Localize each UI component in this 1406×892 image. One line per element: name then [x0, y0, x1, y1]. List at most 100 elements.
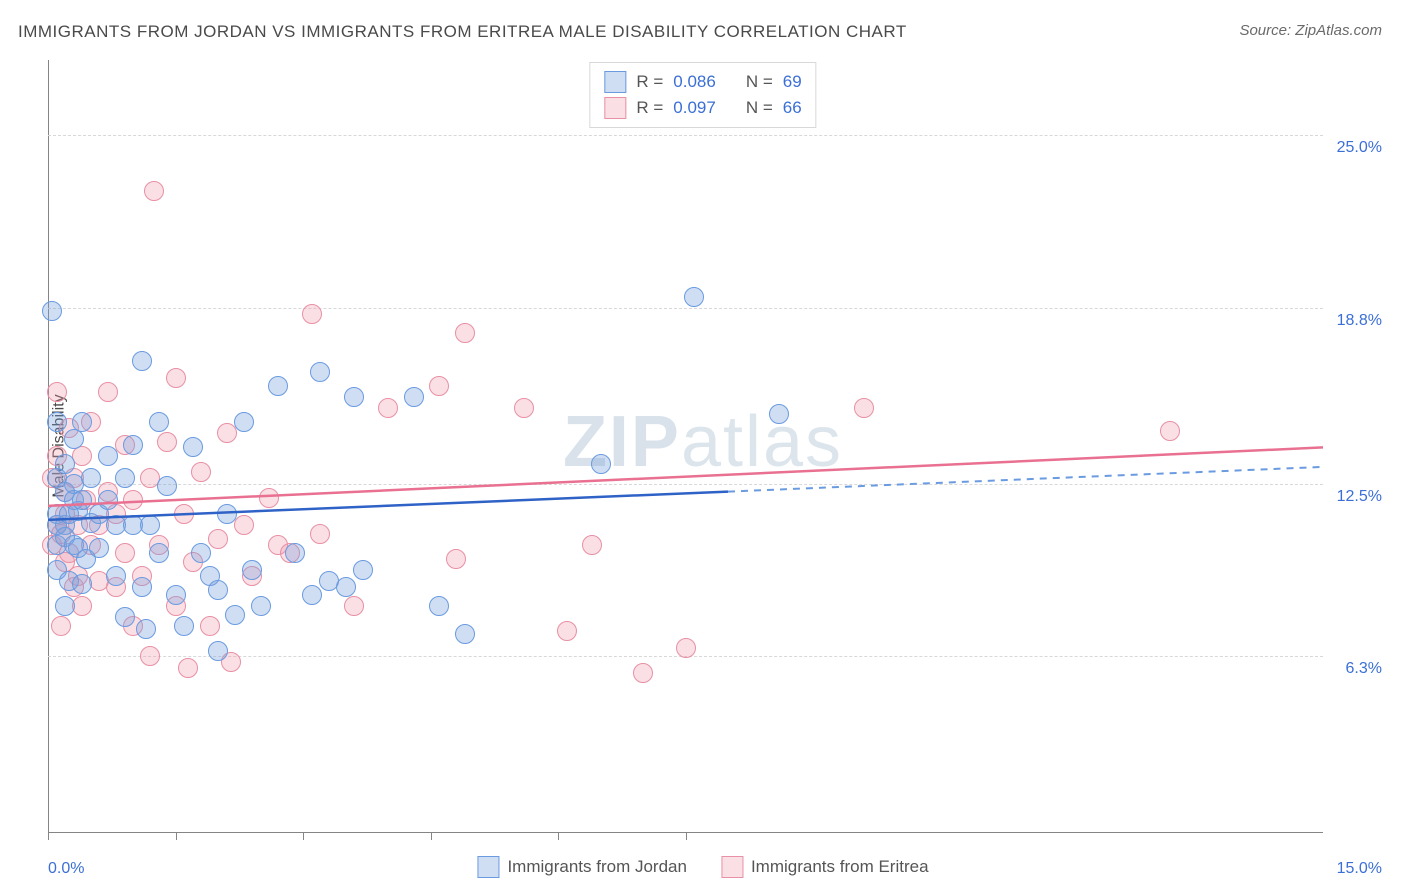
- data-point-jordan: [55, 596, 75, 616]
- data-point-eritrea: [514, 398, 534, 418]
- trend-lines: [0, 0, 1406, 892]
- x-tick: [431, 832, 432, 840]
- data-point-jordan: [132, 577, 152, 597]
- data-point-jordan: [98, 446, 118, 466]
- legend-swatch-eritrea: [604, 97, 626, 119]
- data-point-jordan: [47, 412, 67, 432]
- data-point-jordan: [64, 429, 84, 449]
- data-point-jordan: [115, 468, 135, 488]
- data-point-eritrea: [47, 382, 67, 402]
- data-point-eritrea: [234, 515, 254, 535]
- data-point-jordan: [98, 490, 118, 510]
- data-point-jordan: [455, 624, 475, 644]
- data-point-jordan: [353, 560, 373, 580]
- data-point-jordan: [769, 404, 789, 424]
- data-point-eritrea: [140, 646, 160, 666]
- data-point-jordan: [251, 596, 271, 616]
- data-point-eritrea: [854, 398, 874, 418]
- data-point-jordan: [149, 412, 169, 432]
- legend-item-eritrea: Immigrants from Eritrea: [721, 856, 929, 878]
- data-point-jordan: [208, 641, 228, 661]
- data-point-jordan: [217, 504, 237, 524]
- data-point-eritrea: [1160, 421, 1180, 441]
- data-point-eritrea: [178, 658, 198, 678]
- data-point-eritrea: [115, 543, 135, 563]
- data-point-jordan: [157, 476, 177, 496]
- data-point-jordan: [225, 605, 245, 625]
- data-point-jordan: [81, 468, 101, 488]
- legend-swatch-jordan: [477, 856, 499, 878]
- data-point-jordan: [234, 412, 254, 432]
- data-point-eritrea: [557, 621, 577, 641]
- data-point-eritrea: [676, 638, 696, 658]
- data-point-jordan: [166, 585, 186, 605]
- legend-row-jordan: R = 0.086 N = 69: [604, 69, 801, 95]
- data-point-jordan: [344, 387, 364, 407]
- x-tick: [558, 832, 559, 840]
- data-point-eritrea: [51, 616, 71, 636]
- data-point-eritrea: [429, 376, 449, 396]
- data-point-eritrea: [123, 490, 143, 510]
- legend-swatch-eritrea: [721, 856, 743, 878]
- gridline: [48, 135, 1323, 136]
- y-tick-label: 6.3%: [1346, 660, 1382, 678]
- correlation-legend: R = 0.086 N = 69 R = 0.097 N = 66: [589, 62, 816, 128]
- data-point-eritrea: [174, 504, 194, 524]
- legend-row-eritrea: R = 0.097 N = 66: [604, 95, 801, 121]
- x-tick: [303, 832, 304, 840]
- data-point-jordan: [132, 351, 152, 371]
- data-point-eritrea: [455, 323, 475, 343]
- data-point-jordan: [106, 566, 126, 586]
- x-axis-min-label: 0.0%: [48, 860, 84, 878]
- data-point-jordan: [149, 543, 169, 563]
- data-point-eritrea: [310, 524, 330, 544]
- legend-swatch-jordan: [604, 71, 626, 93]
- y-tick-label: 12.5%: [1337, 488, 1382, 506]
- legend-item-jordan: Immigrants from Jordan: [477, 856, 687, 878]
- data-point-jordan: [302, 585, 322, 605]
- data-point-eritrea: [217, 423, 237, 443]
- data-point-jordan: [183, 437, 203, 457]
- data-point-jordan: [404, 387, 424, 407]
- data-point-eritrea: [633, 663, 653, 683]
- data-point-jordan: [72, 574, 92, 594]
- data-point-eritrea: [157, 432, 177, 452]
- data-point-eritrea: [72, 596, 92, 616]
- data-point-jordan: [242, 560, 262, 580]
- data-point-jordan: [174, 616, 194, 636]
- data-point-jordan: [191, 543, 211, 563]
- y-axis-line: [48, 60, 49, 832]
- data-point-eritrea: [302, 304, 322, 324]
- gridline: [48, 484, 1323, 485]
- chart-title: IMMIGRANTS FROM JORDAN VS IMMIGRANTS FRO…: [18, 22, 907, 42]
- data-point-eritrea: [98, 382, 118, 402]
- data-point-eritrea: [582, 535, 602, 555]
- data-point-eritrea: [208, 529, 228, 549]
- data-point-eritrea: [378, 398, 398, 418]
- data-point-jordan: [429, 596, 449, 616]
- x-tick: [686, 832, 687, 840]
- gridline: [48, 308, 1323, 309]
- data-point-eritrea: [191, 462, 211, 482]
- y-tick-label: 25.0%: [1337, 139, 1382, 157]
- data-point-jordan: [336, 577, 356, 597]
- data-point-eritrea: [144, 181, 164, 201]
- data-point-jordan: [89, 538, 109, 558]
- data-point-jordan: [140, 515, 160, 535]
- data-point-jordan: [591, 454, 611, 474]
- data-point-jordan: [285, 543, 305, 563]
- data-point-jordan: [684, 287, 704, 307]
- data-point-eritrea: [259, 488, 279, 508]
- data-point-eritrea: [166, 368, 186, 388]
- data-point-jordan: [208, 580, 228, 600]
- data-point-jordan: [115, 607, 135, 627]
- y-tick-label: 18.8%: [1337, 312, 1382, 330]
- data-point-eritrea: [200, 616, 220, 636]
- data-point-eritrea: [446, 549, 466, 569]
- x-tick: [176, 832, 177, 840]
- data-point-jordan: [55, 454, 75, 474]
- data-point-jordan: [310, 362, 330, 382]
- source-label: Source: ZipAtlas.com: [1239, 22, 1382, 39]
- x-axis-max-label: 15.0%: [1337, 860, 1382, 878]
- x-tick: [48, 832, 49, 840]
